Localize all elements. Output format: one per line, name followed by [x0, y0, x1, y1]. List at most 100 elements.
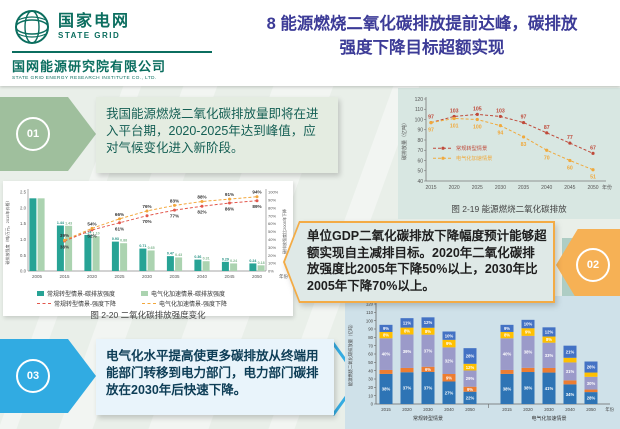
svg-text:2040: 2040	[444, 407, 454, 412]
svg-text:0.36: 0.36	[194, 255, 201, 259]
svg-text:61%: 61%	[115, 226, 124, 231]
fig-2-19-caption: 图 2-19 能源燃烧二氧化碳排放	[451, 204, 567, 214]
svg-text:60: 60	[567, 166, 573, 172]
svg-text:8%: 8%	[504, 333, 510, 338]
svg-text:52%: 52%	[87, 233, 96, 238]
svg-text:2035: 2035	[169, 274, 180, 279]
svg-text:1.0: 1.0	[20, 237, 27, 242]
svg-text:50: 50	[368, 360, 373, 365]
svg-text:1.43: 1.43	[65, 221, 72, 225]
svg-text:碳排放量（亿吨）: 碳排放量（亿吨）	[401, 120, 408, 160]
point-01-text: 我国能源燃烧二氧化碳排放量即将在进入平台期，2020-2025年达到峰值，应对气…	[96, 97, 338, 173]
org-name-en: STATE GRID ENERGY RESEARCH INSTITUTE CO.…	[12, 76, 157, 81]
svg-text:103: 103	[450, 108, 459, 114]
svg-text:0.24: 0.24	[249, 259, 256, 263]
svg-text:83%: 83%	[170, 198, 179, 203]
svg-text:2015: 2015	[425, 185, 436, 191]
svg-text:54%: 54%	[87, 221, 96, 226]
legend-item: 电气化加速情景-碳排放强度	[141, 289, 225, 298]
svg-text:9%: 9%	[446, 375, 452, 380]
svg-text:60%: 60%	[268, 221, 276, 226]
point-03-arrow: 03	[0, 339, 96, 413]
svg-text:32%: 32%	[445, 358, 454, 363]
svg-text:2050: 2050	[587, 185, 598, 191]
svg-text:94: 94	[498, 131, 504, 137]
svg-text:38%: 38%	[503, 387, 512, 392]
svg-text:2030: 2030	[142, 274, 153, 279]
svg-text:34%: 34%	[566, 392, 575, 397]
svg-text:0.0: 0.0	[20, 269, 27, 274]
svg-text:8%: 8%	[383, 333, 389, 338]
stacked-emissions-chart: 0102030405060708090100110120能源燃烧二氧化碳排放量（…	[347, 302, 615, 422]
svg-text:31%: 31%	[566, 369, 575, 374]
svg-text:2020: 2020	[87, 274, 98, 279]
svg-text:70: 70	[368, 343, 373, 348]
svg-text:2035: 2035	[518, 185, 529, 191]
svg-text:110: 110	[366, 310, 373, 315]
page-title-line2: 强度下降目标超额实现	[339, 38, 505, 57]
svg-text:90%: 90%	[268, 198, 276, 203]
svg-text:90: 90	[368, 327, 373, 332]
svg-text:67: 67	[590, 145, 596, 151]
svg-text:2020: 2020	[449, 185, 460, 191]
svg-text:0.93: 0.93	[112, 237, 119, 241]
svg-text:26%: 26%	[587, 365, 596, 370]
page-title-line1: 8 能源燃烧二氧化碳排放提前达峰，碳排放	[266, 15, 578, 33]
svg-text:2045: 2045	[224, 274, 235, 279]
point-01-number-badge: 01	[16, 117, 50, 151]
svg-text:2050: 2050	[252, 274, 263, 279]
svg-text:0.5: 0.5	[20, 253, 27, 258]
svg-text:60: 60	[368, 352, 373, 357]
fig-2-20-panel: 0.0 0.5 1.0 1.5 2.0 2.5 0% 10% 20% 30% 40% 50% 60% 70…	[3, 181, 293, 320]
svg-text:30%: 30%	[268, 245, 276, 250]
svg-text:20%: 20%	[268, 253, 276, 258]
legend-item: 常规转型情景-强度下降	[37, 299, 116, 308]
svg-text:2025: 2025	[114, 274, 125, 279]
svg-text:0%: 0%	[268, 269, 274, 274]
svg-text:2050: 2050	[465, 407, 475, 412]
svg-text:22%: 22%	[466, 395, 475, 400]
svg-text:28%: 28%	[466, 354, 475, 359]
svg-text:2025: 2025	[472, 185, 483, 191]
svg-text:9%: 9%	[525, 330, 531, 335]
svg-text:66%: 66%	[115, 212, 124, 217]
svg-text:2040: 2040	[197, 274, 208, 279]
svg-text:100%: 100%	[268, 190, 279, 195]
svg-text:80: 80	[417, 138, 423, 144]
svg-text:12%: 12%	[466, 365, 475, 370]
svg-text:70: 70	[417, 148, 423, 154]
svg-text:年份: 年份	[602, 184, 612, 191]
point-01-banner: 01 我国能源燃烧二氧化碳排放量即将在进入平台期，2020-2025年达到峰值，…	[0, 97, 340, 173]
svg-text:1.5: 1.5	[20, 221, 27, 226]
svg-text:50: 50	[417, 169, 423, 175]
svg-text:12%: 12%	[424, 320, 433, 325]
legend-item: 电气化加速情景-强度下降	[142, 299, 227, 308]
svg-text:11%: 11%	[403, 320, 411, 325]
svg-text:1.14: 1.14	[84, 230, 91, 234]
fig-2-20-legend: 常规转型情景-碳排放强度 电气化加速情景-碳排放强度 常规转型情景-强度下降 电气化加…	[37, 289, 293, 308]
svg-text:9%: 9%	[446, 341, 452, 346]
svg-text:10: 10	[368, 393, 373, 398]
svg-text:70%: 70%	[268, 213, 276, 218]
svg-text:39%: 39%	[60, 233, 69, 238]
svg-text:89%: 89%	[252, 204, 261, 209]
svg-text:常规转型情景: 常规转型情景	[456, 144, 487, 152]
svg-text:101: 101	[450, 123, 459, 129]
svg-text:70%: 70%	[142, 219, 151, 224]
point-03-banner: 03 电气化水平提高使更多碳排放从终端用能部门转移到电力部门，电力部门碳排放在2…	[0, 339, 335, 415]
svg-text:97: 97	[428, 115, 434, 121]
svg-text:2.5: 2.5	[20, 190, 27, 195]
point-01-arrow: 01	[0, 97, 96, 171]
svg-text:120: 120	[366, 302, 374, 307]
svg-text:2005: 2005	[32, 274, 43, 279]
svg-text:碳排放强度比2005年下降: 碳排放强度比2005年下降	[281, 209, 287, 254]
svg-text:37%: 37%	[424, 386, 433, 391]
svg-text:29%: 29%	[466, 376, 475, 381]
svg-text:100: 100	[366, 318, 374, 323]
logo-name-en: STATE GRID	[58, 31, 121, 40]
svg-text:80%: 80%	[268, 205, 276, 210]
svg-text:2030: 2030	[495, 185, 506, 191]
stacked-chart-panel: 0 10 20 30 40 50 60 70 80 90 100 110 120 能源燃烧二氧化碳排放量（…	[345, 296, 620, 429]
svg-text:2020: 2020	[523, 407, 533, 412]
